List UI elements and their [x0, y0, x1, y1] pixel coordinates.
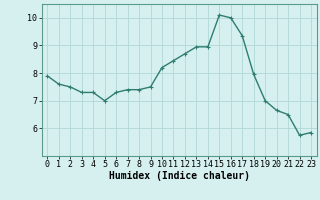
- X-axis label: Humidex (Indice chaleur): Humidex (Indice chaleur): [109, 171, 250, 181]
